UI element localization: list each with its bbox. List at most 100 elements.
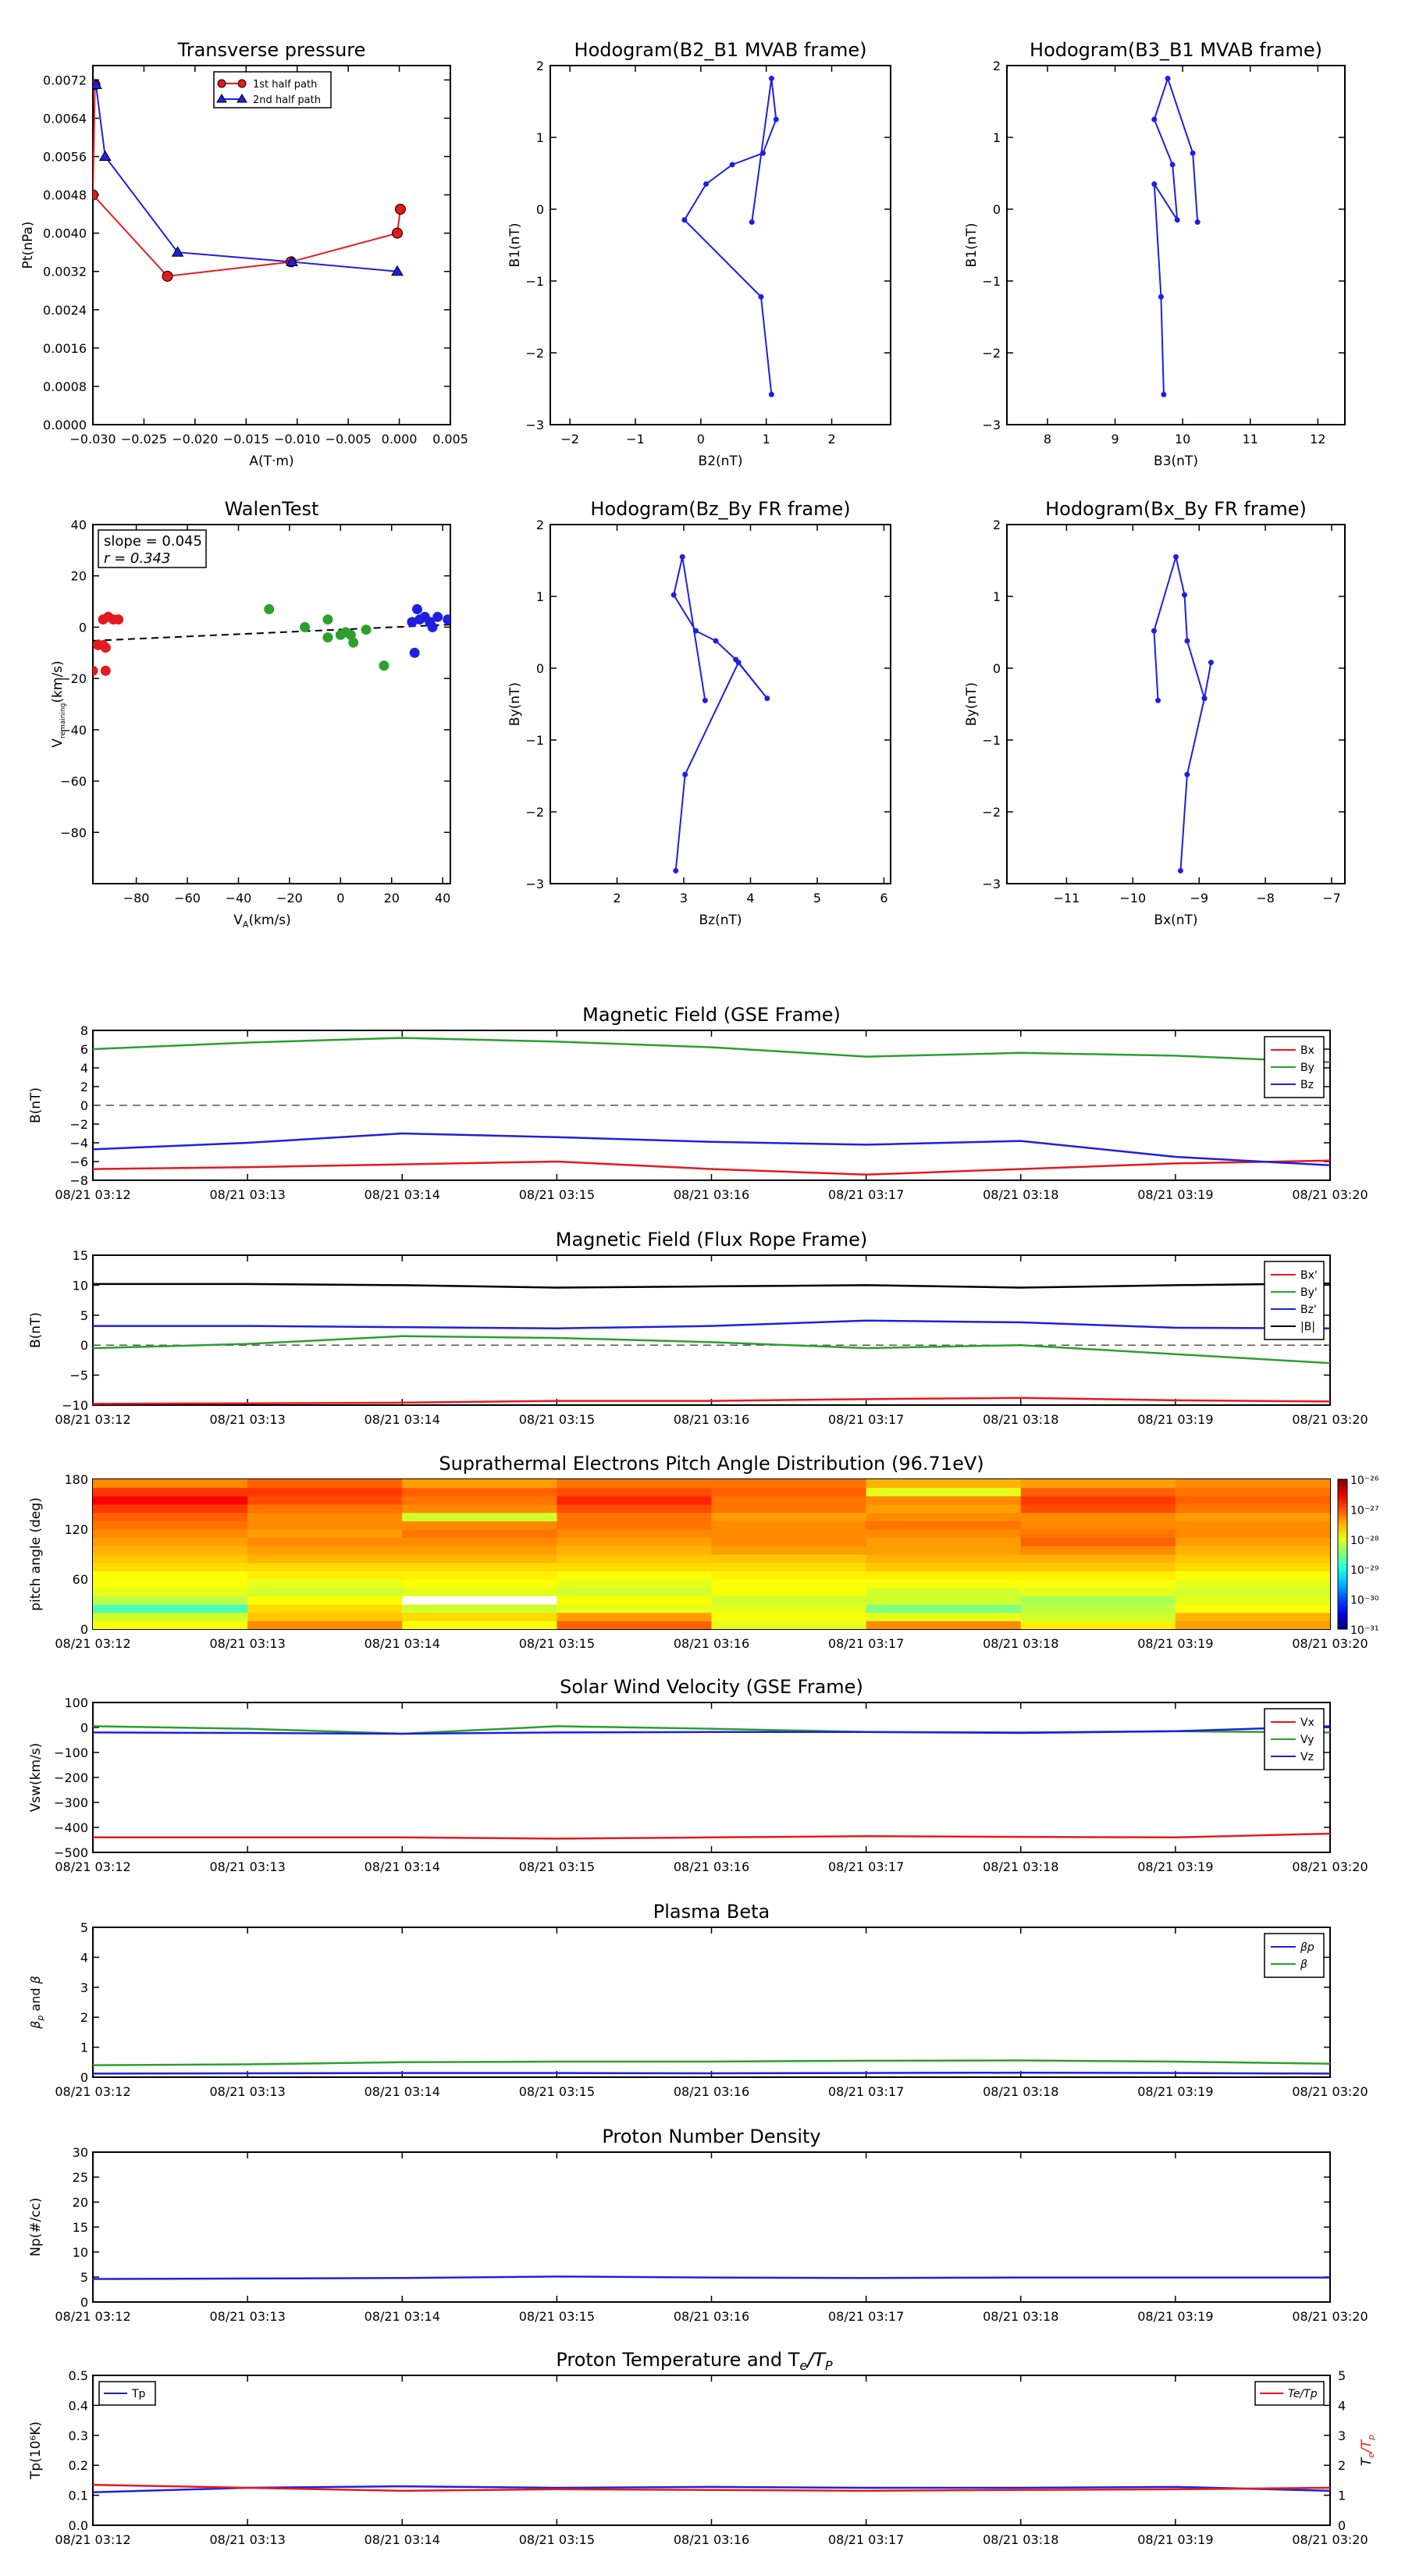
series-line xyxy=(93,1832,1330,1840)
x-tick-label: 08/21 03:16 xyxy=(674,1636,749,1651)
x-tick-label: 08/21 03:20 xyxy=(1292,2532,1368,2547)
y-tick-label: −400 xyxy=(54,1820,88,1835)
series-line xyxy=(93,2059,1330,2066)
heatmap-cell xyxy=(1020,1504,1176,1514)
plot-area xyxy=(93,1282,1330,1405)
x-tick-label: 08/21 03:18 xyxy=(983,2532,1058,2547)
data-point xyxy=(286,255,299,266)
y-tick-label: 20 xyxy=(71,569,87,584)
data-point xyxy=(681,217,688,223)
data-point xyxy=(758,294,764,300)
y-tick-label: 2 xyxy=(80,2010,88,2025)
legend-label: Tp xyxy=(131,2388,146,2400)
data-point xyxy=(682,771,688,777)
heatmap-cell xyxy=(557,1621,712,1629)
x-tick-label: 08/21 03:12 xyxy=(55,1187,130,1202)
data-point xyxy=(322,632,333,643)
plot-area xyxy=(93,1037,1330,1176)
x-tick-label: −40 xyxy=(226,891,252,906)
x-tick-label: 08/21 03:14 xyxy=(365,2532,440,2547)
y-tick-label: 0.1 xyxy=(69,2489,88,2503)
x-tick-label: 08/21 03:14 xyxy=(365,1636,440,1651)
x-tick-label: 0.005 xyxy=(432,432,468,447)
x-tick-label: −0.025 xyxy=(121,432,167,447)
data-point xyxy=(1158,294,1164,300)
y-tick-label: 0.5 xyxy=(69,2368,88,2383)
y-tick-label: −80 xyxy=(60,825,87,840)
colorbar-label: 10⁻²⁹ xyxy=(1350,1564,1379,1577)
y-tick-label: 0 xyxy=(80,1098,88,1113)
data-point xyxy=(427,621,438,632)
y-tick-label: 40 xyxy=(71,518,87,532)
data-point xyxy=(361,624,372,635)
y-tick-label: 5 xyxy=(80,1920,88,1935)
y-axis-label: Vsw(km/s) xyxy=(28,1743,44,1813)
data-point xyxy=(443,614,450,625)
data-point xyxy=(773,116,779,123)
data-point xyxy=(93,189,98,201)
y-axis-label: By(nT) xyxy=(964,682,980,726)
data-point xyxy=(1190,150,1196,156)
data-point xyxy=(1201,696,1208,702)
x-tick-label: 08/21 03:20 xyxy=(1292,1859,1368,1874)
chart-hodogram-bz-by: Hodogram(Bz_By FR frame) 2 3 4 5 6 −3 −2 −1 0 1 2 Bz… xyxy=(507,498,891,928)
data-point xyxy=(670,592,677,598)
x-tick-label: 08/21 03:19 xyxy=(1137,2532,1213,2547)
heatmap-cell xyxy=(711,1487,867,1496)
y-tick-label: −1 xyxy=(982,274,1001,289)
y-axis-label: pitch angle (deg) xyxy=(28,1497,44,1611)
y-tick-label-right: 2 xyxy=(1338,2458,1346,2473)
y-axis-label-right: Te/Tp xyxy=(1359,2435,1376,2466)
heatmap-cell xyxy=(93,1571,248,1580)
y-tick-label-right: 3 xyxy=(1338,2428,1346,2443)
data-point xyxy=(1184,771,1190,777)
chart-transverse-pressure: Transverse pressure −0.030 −0.025 −0.020 −0.… xyxy=(20,39,468,469)
chart-solar-wind-velocity: Solar Wind Velocity (GSE Frame) 08/21 03:… xyxy=(28,1676,1368,1874)
x-tick-label: 08/21 03:13 xyxy=(209,1187,285,1202)
y-tick-label: 0.0056 xyxy=(43,150,87,165)
chart-pitch-angle: Suprathermal Electrons Pitch Angle Distr… xyxy=(28,1453,1379,1651)
series-line xyxy=(93,1132,1330,1167)
heatmap-cell xyxy=(1020,1596,1176,1605)
legend-label: Bx' xyxy=(1300,1269,1318,1282)
x-tick-label: 08/21 03:13 xyxy=(209,1412,285,1427)
plot-frame xyxy=(1006,65,1346,425)
heatmap-cell xyxy=(557,1554,712,1564)
heatmap-cell xyxy=(247,1562,403,1571)
y-tick-label: 4 xyxy=(80,1950,88,1965)
data-point xyxy=(1182,592,1188,598)
x-tick-label: 20 xyxy=(384,891,400,906)
heatmap-cell xyxy=(402,1596,557,1605)
heatmap-cell xyxy=(1020,1579,1176,1589)
y-tick-label: 0.4 xyxy=(69,2398,88,2413)
y-tick-label: 180 xyxy=(64,1472,88,1487)
heatmap-cell xyxy=(711,1479,867,1489)
y-tick-label: 8 xyxy=(80,1023,88,1038)
data-point xyxy=(345,629,356,640)
y-tick-label: 0 xyxy=(536,661,544,676)
heatmap-cell xyxy=(557,1487,712,1496)
data-point xyxy=(1155,697,1161,703)
legend-marker xyxy=(237,79,247,88)
data-point xyxy=(679,553,685,560)
x-tick-label: 08/21 03:16 xyxy=(674,2532,749,2547)
heatmap-cell xyxy=(1175,1496,1330,1505)
heatmap-cell xyxy=(93,1546,248,1555)
x-axis-label: Bz(nT) xyxy=(699,913,742,928)
x-tick-label: 08/21 03:20 xyxy=(1292,1187,1368,1202)
y-tick-label: 10 xyxy=(73,2245,88,2260)
heatmap-cell xyxy=(247,1621,403,1629)
heatmap-cell xyxy=(866,1487,1022,1496)
y-tick-label: 0 xyxy=(80,1338,88,1353)
x-tick-label: 08/21 03:15 xyxy=(519,1187,595,1202)
x-tick-label: 08/21 03:18 xyxy=(983,1636,1058,1651)
y-tick-label: −3 xyxy=(525,877,544,891)
heatmap-cell xyxy=(247,1554,403,1564)
y-tick-label-right: 4 xyxy=(1338,2398,1346,2413)
y-tick-label: 0.0032 xyxy=(43,265,87,279)
x-tick-label: 0 xyxy=(336,891,344,906)
heatmap-cell xyxy=(247,1487,403,1496)
data-point xyxy=(1151,116,1158,123)
y-tick-label: −200 xyxy=(54,1770,88,1785)
annotation-r: r = 0.343 xyxy=(104,550,170,567)
